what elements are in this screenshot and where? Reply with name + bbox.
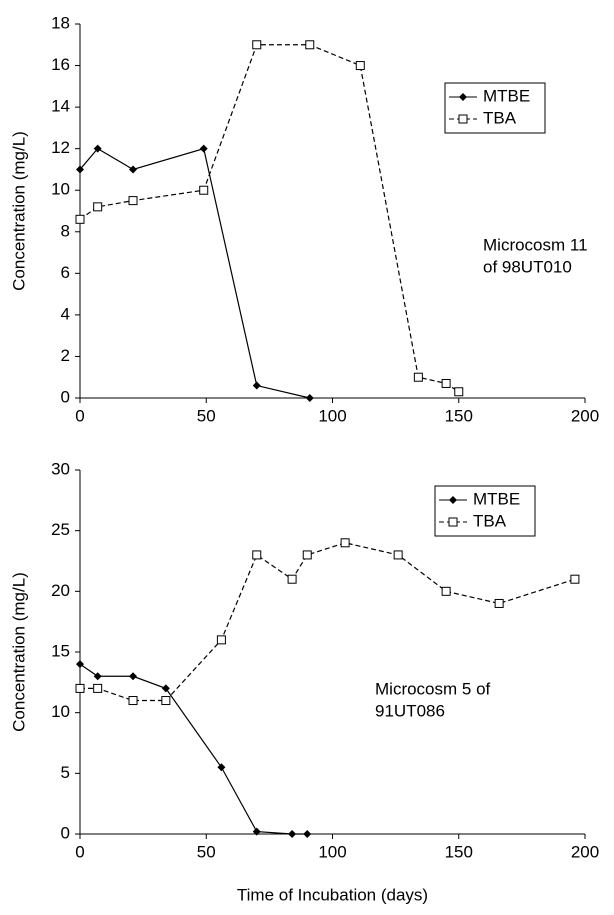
y-tick-label: 6 [61,263,70,282]
marker [93,202,103,212]
marker [252,40,262,50]
y-tick-label: 30 [51,459,70,478]
x-tick-label: 200 [571,406,599,425]
y-tick-label: 10 [51,702,70,721]
marker [340,538,350,548]
marker [93,144,102,153]
marker [93,683,103,693]
data-line [79,147,310,399]
y-tick-label: 0 [61,387,70,406]
marker [441,586,451,596]
marker [413,372,423,382]
marker [393,550,403,560]
x-tick-label: 200 [571,842,599,861]
marker [199,144,208,153]
marker [75,683,85,693]
legend-marker [448,517,458,527]
y-tick-label: 16 [51,55,70,74]
x-tick-label: 0 [75,406,84,425]
marker [128,696,138,706]
legend-label: MTBE [473,489,520,508]
marker [441,378,451,388]
x-tick-label: 150 [445,406,473,425]
legend-label: TBA [473,511,507,530]
marker [305,394,314,402]
marker [217,763,226,772]
x-tick-label: 100 [318,842,346,861]
y-tick-label: 8 [61,221,70,240]
y-tick-label: 0 [61,823,70,842]
marker [76,660,84,669]
annotation: of 98UT010 [483,257,572,276]
marker [252,827,261,836]
y-tick-label: 10 [51,180,70,199]
marker [199,185,209,195]
y-tick-label: 25 [51,520,70,539]
annotation: Microcosm 11 [483,235,588,254]
y-tick-label: 20 [51,581,70,600]
marker [129,672,138,681]
legend-marker [459,93,467,101]
y-axis-label: Concentration (mg/L) [9,131,28,291]
annotation: 91UT086 [375,701,445,720]
x-tick-label: 100 [318,406,346,425]
x-tick-label: 0 [75,842,84,861]
marker [287,574,297,584]
marker [252,381,261,390]
y-tick-label: 15 [51,641,70,660]
marker [454,387,464,397]
legend-marker [449,496,457,504]
marker [355,61,365,71]
data-line [80,542,576,702]
x-tick-label: 50 [197,406,216,425]
marker [252,550,262,560]
legend-marker [458,114,468,124]
marker [216,635,226,645]
marker [93,672,102,681]
data-line [79,44,460,393]
y-axis-label: Concentration (mg/L) [9,572,28,732]
marker [570,574,580,584]
x-tick-label: 150 [445,842,473,861]
annotation: Microcosm 5 of [375,679,491,698]
y-tick-label: 5 [61,763,70,782]
y-tick-label: 18 [51,13,70,32]
marker [161,696,171,706]
marker [494,598,504,608]
y-tick-label: 4 [61,304,70,323]
marker [305,40,315,50]
legend-label: MTBE [483,86,530,105]
marker [302,550,312,560]
marker [161,684,170,693]
marker [76,165,84,174]
marker [288,830,297,838]
legend-box [434,485,536,537]
marker [128,196,138,206]
marker [129,165,138,174]
legend-label: TBA [483,108,517,127]
y-tick-label: 2 [61,346,70,365]
data-line [79,663,308,835]
legend-box [444,82,546,134]
y-tick-label: 12 [51,138,70,157]
marker [303,830,312,838]
y-tick-label: 14 [51,97,70,116]
x-tick-label: 50 [197,842,216,861]
x-axis-label: Time of Incubation (days) [237,885,428,904]
marker [75,214,85,224]
